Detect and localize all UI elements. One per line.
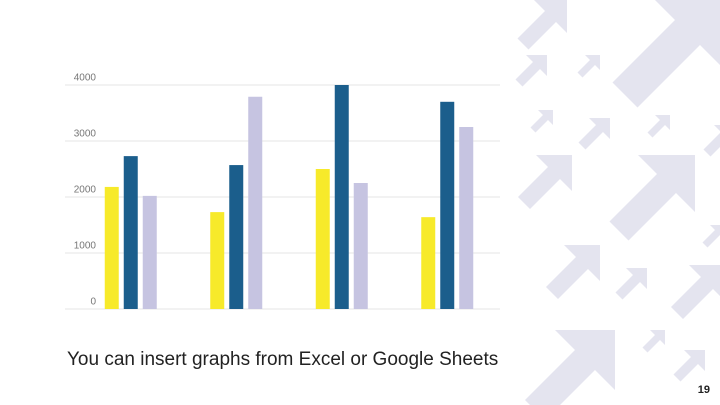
arrow-deco [647,115,670,138]
y-tick-label: 0 [90,297,96,308]
bar [421,217,436,309]
arrow-deco [518,155,572,209]
arrow-deco [615,268,647,300]
bar [210,212,225,309]
arrow-deco [577,55,600,78]
arrow-deco [673,350,705,382]
bar [123,156,138,309]
arrow-deco [702,225,720,248]
arrow-deco [671,265,720,319]
arrow-deco [530,110,553,133]
arrow-deco [642,330,665,353]
arrow-deco [525,330,615,405]
arrow-deco [612,0,720,108]
bar [315,169,330,309]
bar [248,96,263,309]
arrow-deco [517,0,567,50]
bar [229,165,244,309]
bar [440,101,455,309]
arrow-deco [609,155,695,241]
bar [334,85,349,309]
y-tick-label: 3000 [74,129,97,140]
arrow-deco [703,125,720,157]
y-tick-label: 1000 [74,241,97,252]
page-number: 19 [698,384,710,396]
caption: You can insert graphs from Excel or Goog… [67,349,498,370]
arrow-deco [578,118,610,150]
bar [459,127,474,309]
arrow-deco [515,55,547,87]
chart: 0 1000 2000 3000 4000 [65,73,500,310]
arrow-deco [546,245,600,299]
y-tick-label: 4000 [74,73,97,84]
y-tick-label: 2000 [74,185,97,196]
bar [104,186,119,309]
decoration [515,0,720,405]
bar [353,183,368,309]
bar [142,195,157,309]
